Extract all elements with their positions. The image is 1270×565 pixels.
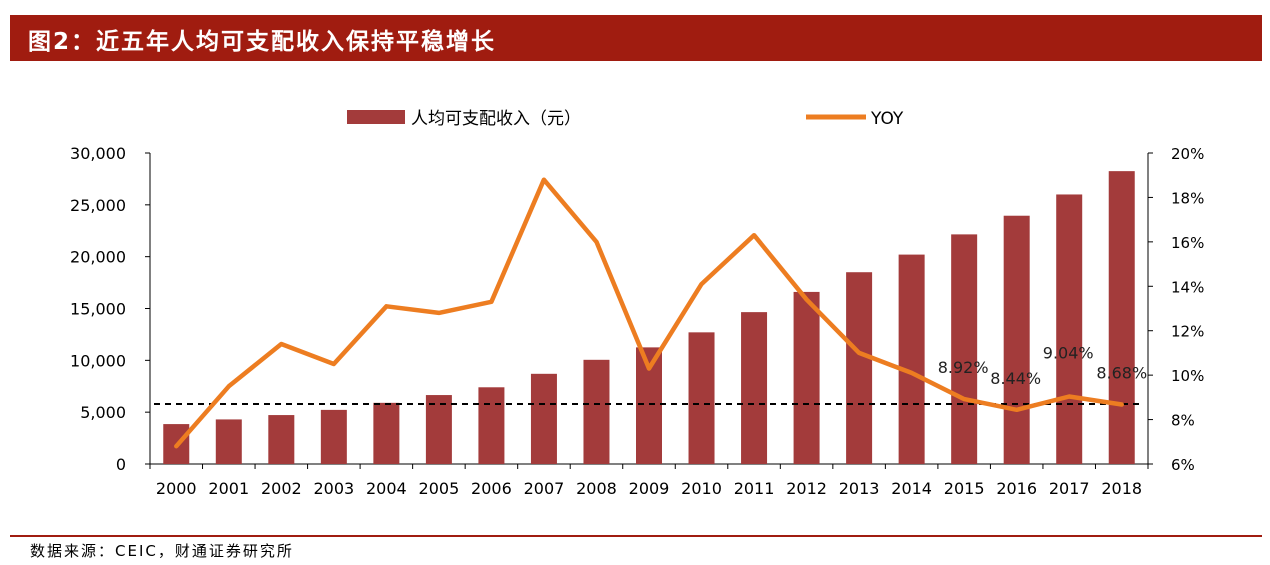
y-left-tick-label: 20,000: [70, 248, 126, 267]
x-tick-label: 2010: [681, 479, 722, 498]
y-left-tick-label: 5,000: [80, 403, 126, 422]
bar-2002: [268, 415, 295, 464]
bar-2017: [1056, 194, 1083, 464]
yoy-point-2016: [1015, 408, 1019, 412]
y-left-tick-label: 25,000: [70, 196, 126, 215]
yoy-point-2002: [279, 342, 283, 346]
yoy-point-2018: [1120, 402, 1124, 406]
bar-series: [163, 171, 1135, 464]
yoy-point-2010: [700, 282, 704, 286]
x-tick-label: 2016: [996, 479, 1037, 498]
x-tick-label: 2013: [839, 479, 880, 498]
x-tick-label: 2001: [208, 479, 249, 498]
x-tick-label: 2015: [944, 479, 985, 498]
x-tick-label: 2006: [471, 479, 512, 498]
yoy-point-2009: [647, 366, 651, 370]
yoy-point-2008: [594, 240, 598, 244]
bar-2008: [583, 359, 610, 464]
yoy-point-2015: [962, 397, 966, 401]
line-series: [174, 177, 1124, 449]
bar-2011: [741, 312, 768, 464]
data-label-2018: 8.68%: [1096, 363, 1147, 382]
y-right-tick-label: 18%: [1171, 189, 1204, 207]
legend-bar-label: 人均可支配收入（元）: [411, 109, 581, 129]
x-tick-label: 2000: [156, 479, 197, 498]
combo-chart: 人均可支配收入（元） YOY 0 5,000 10,000 15,000 20,000 25…: [70, 109, 1204, 498]
x-tick-label: 2003: [313, 479, 354, 498]
x-tick-label: 2008: [576, 479, 617, 498]
yoy-point-2003: [332, 362, 336, 366]
y-left-tick-label: 0: [116, 455, 126, 474]
bar-2012: [793, 291, 820, 464]
data-label-2017: 9.04%: [1043, 343, 1094, 362]
bar-2015: [951, 234, 978, 464]
yoy-point-2013: [857, 351, 861, 355]
bar-2010: [688, 332, 715, 464]
y-right-tick-label: 20%: [1171, 145, 1204, 163]
y-left-tick-label: 10,000: [70, 351, 126, 370]
y-right-tick-label: 12%: [1171, 323, 1204, 341]
chart-title: 图2：近五年人均可支配收入保持平稳增长: [28, 29, 497, 55]
yoy-point-2017: [1067, 394, 1071, 398]
bar-2013: [846, 272, 873, 464]
yoy-point-2014: [910, 371, 914, 375]
x-tick-label: 2002: [261, 479, 302, 498]
bar-2001: [215, 419, 242, 464]
y-right-tick-label: 16%: [1171, 234, 1204, 252]
y-left-tick-label: 15,000: [70, 300, 126, 319]
axes: 0 5,000 10,000 15,000 20,000 25,000 30,000 6% 8%…: [70, 144, 1204, 498]
source-note: 数据来源：CEIC，财通证券研究所: [30, 542, 294, 560]
legend-line-label: YOY: [870, 109, 904, 129]
legend: 人均可支配收入（元） YOY: [347, 109, 904, 129]
bar-2004: [373, 402, 400, 464]
bar-2006: [478, 387, 505, 464]
x-tick-label: 2017: [1049, 479, 1090, 498]
data-label-2015: 8.92%: [938, 358, 989, 377]
data-labels: 8.92%8.44%9.04%8.68%: [938, 343, 1147, 387]
x-tick-label: 2009: [629, 479, 670, 498]
bar-2007: [530, 373, 557, 464]
x-tick-label: 2012: [786, 479, 827, 498]
y-right-tick-label: 6%: [1171, 456, 1195, 474]
y-left-tick-label: 30,000: [70, 144, 126, 163]
bar-2005: [425, 395, 452, 464]
x-tick-label: 2014: [891, 479, 932, 498]
y-right-tick-label: 14%: [1171, 278, 1204, 296]
y-right-tick-label: 10%: [1171, 367, 1204, 385]
x-tick-label: 2011: [734, 479, 775, 498]
bar-2016: [1003, 215, 1030, 464]
x-tick-label: 2004: [366, 479, 407, 498]
data-label-2016: 8.44%: [990, 369, 1041, 388]
yoy-point-2006: [489, 300, 493, 304]
yoy-point-2004: [384, 304, 388, 308]
yoy-point-2005: [437, 311, 441, 315]
footer-divider: [10, 535, 1262, 537]
x-tick-label: 2005: [419, 479, 460, 498]
yoy-point-2012: [805, 298, 809, 302]
bar-2003: [320, 409, 347, 464]
y-right-tick-label: 8%: [1171, 412, 1195, 430]
yoy-point-2000: [174, 444, 178, 448]
bar-2014: [898, 254, 925, 464]
yoy-point-2001: [227, 384, 231, 388]
bar-2018: [1108, 171, 1135, 464]
yoy-point-2007: [542, 178, 546, 182]
yoy-point-2011: [752, 233, 756, 237]
title-bar: 图2：近五年人均可支配收入保持平稳增长: [10, 15, 1262, 61]
x-tick-label: 2007: [524, 479, 565, 498]
legend-bar-swatch: [347, 110, 405, 124]
x-tick-label: 2018: [1101, 479, 1142, 498]
